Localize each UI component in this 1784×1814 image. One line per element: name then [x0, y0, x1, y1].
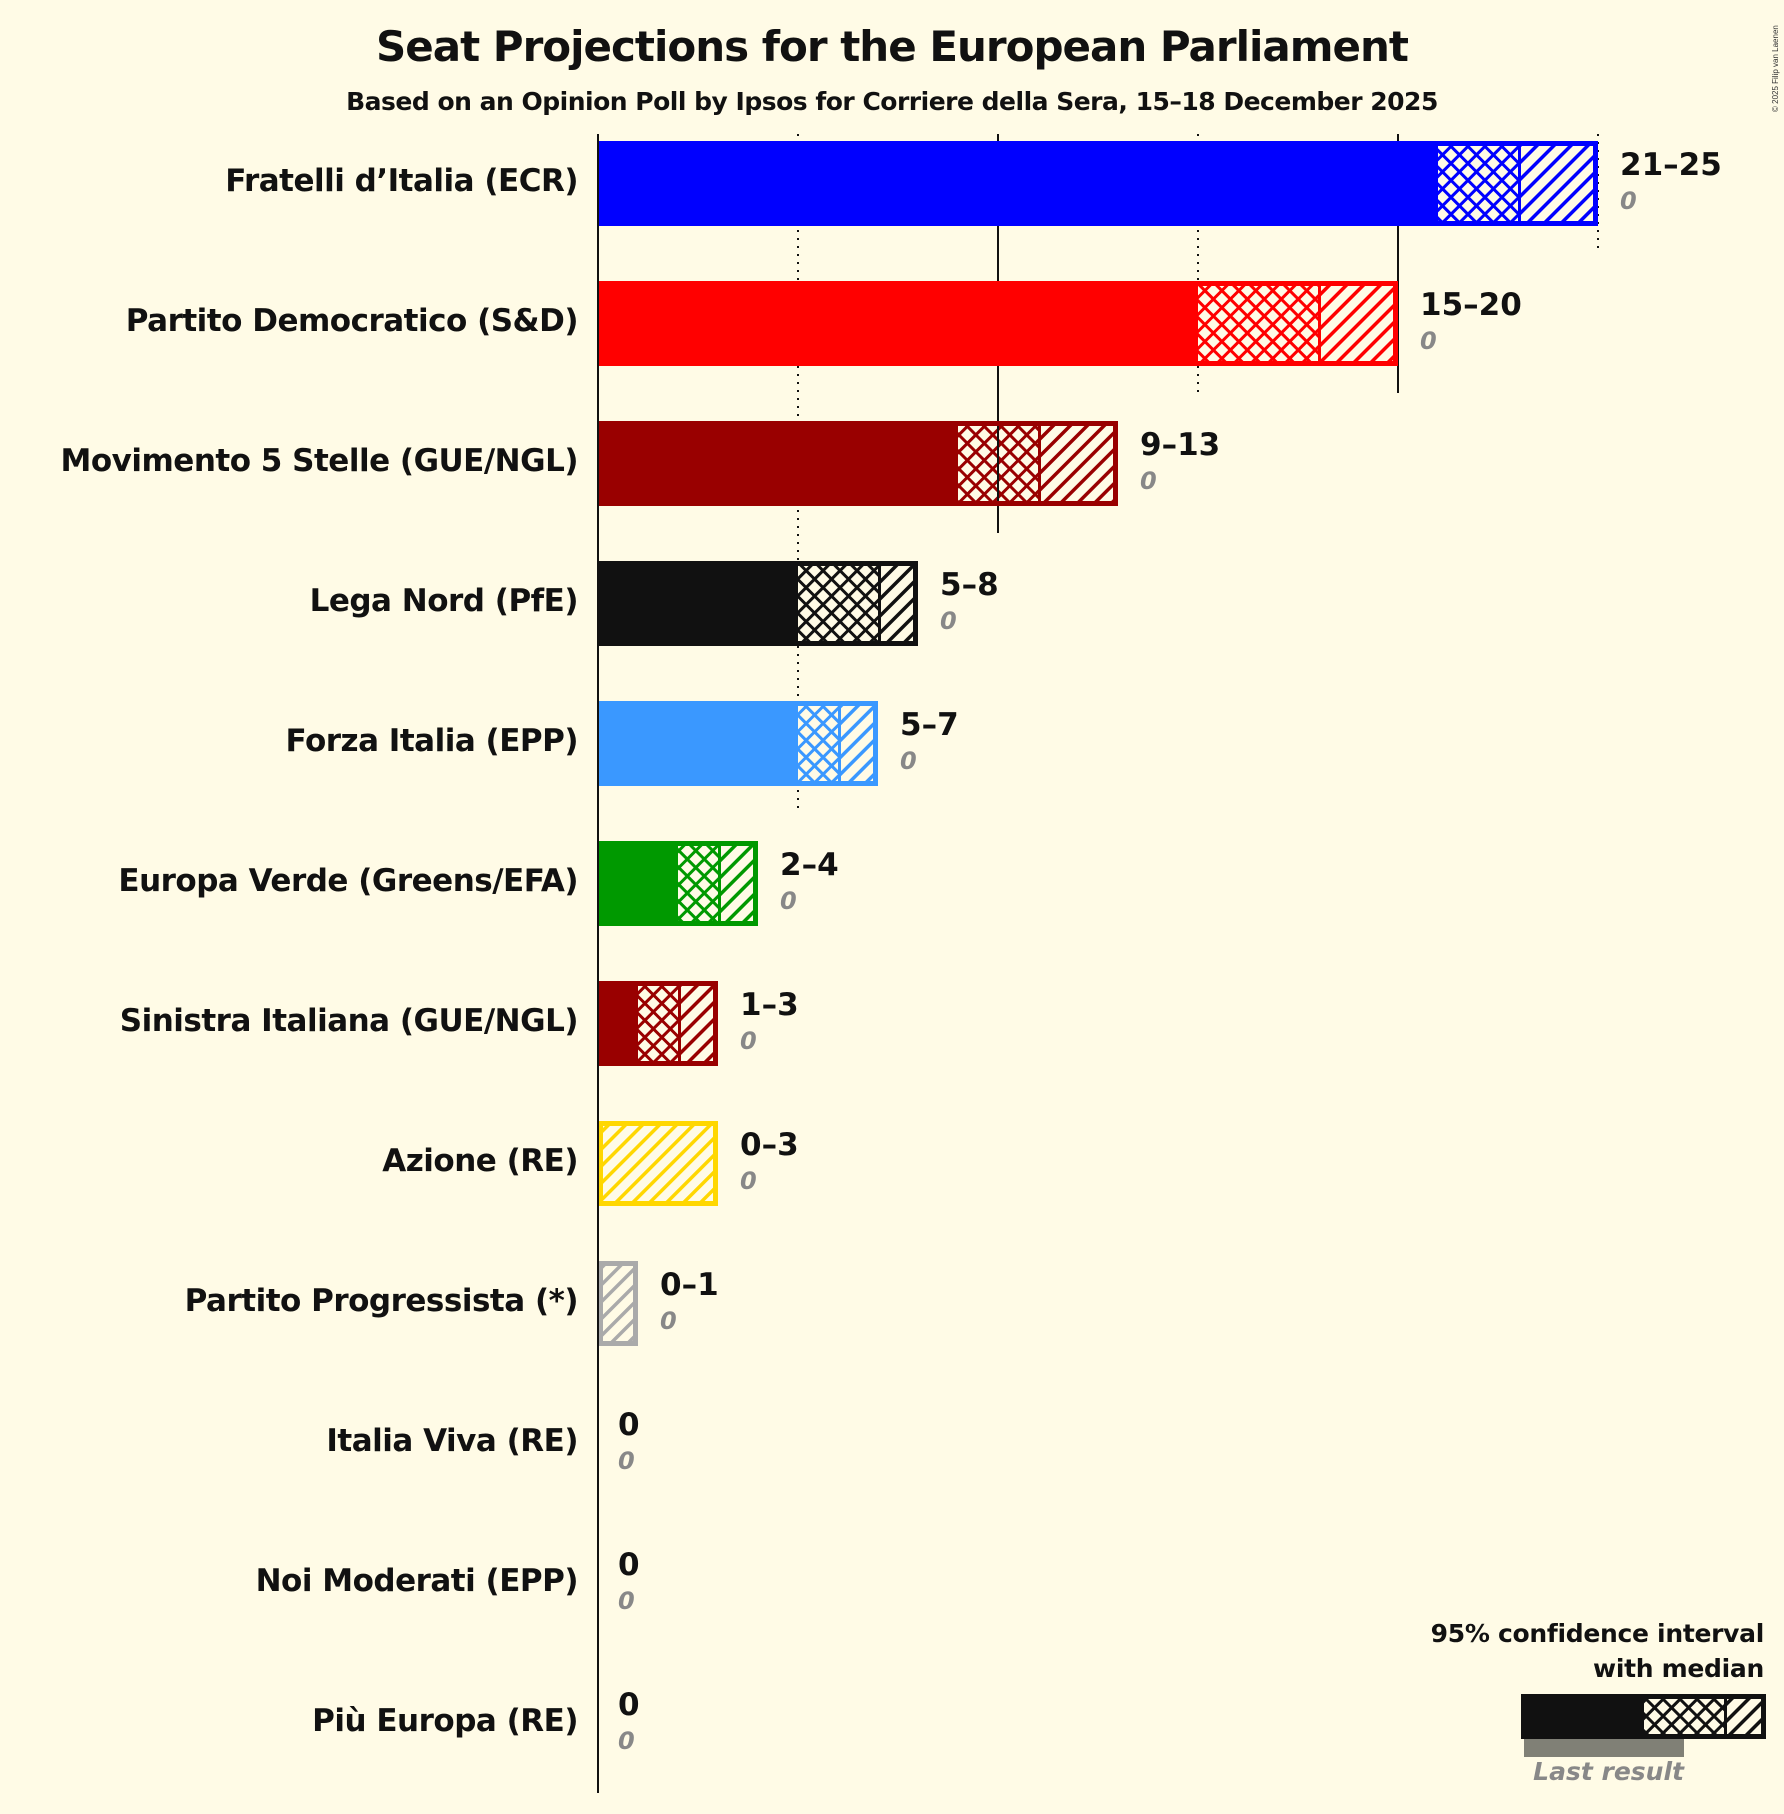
party-name-label: Più Europa (RE) — [312, 1703, 578, 1739]
seat-range-label: 15–20 — [1420, 287, 1522, 323]
party-bar — [598, 421, 1118, 506]
bars — [598, 141, 1598, 1346]
legend-line-1: 95% confidence interval — [1430, 1619, 1765, 1648]
seat-range-label: 0–3 — [740, 1127, 799, 1163]
seat-range-label: 5–7 — [900, 707, 959, 743]
party-bar — [598, 841, 758, 926]
party-name-label: Italia Viva (RE) — [326, 1423, 578, 1459]
chart-subtitle: Based on an Opinion Poll by Ipsos for Co… — [346, 87, 1438, 116]
last-result-label: 0 — [1420, 327, 1437, 355]
party-name-label: Noi Moderati (EPP) — [255, 1563, 579, 1599]
seat-range-label: 9–13 — [1140, 427, 1221, 463]
last-result-label: 0 — [780, 887, 797, 915]
legend-line-2: with median — [1593, 1654, 1764, 1683]
seat-range-label: 0 — [618, 1687, 640, 1723]
last-result-label: 0 — [740, 1027, 757, 1055]
party-name-label: Sinistra Italiana (GUE/NGL) — [119, 1003, 579, 1039]
last-result-label: 0 — [618, 1727, 635, 1755]
legend-interval-swatch — [1521, 1694, 1766, 1739]
party-bar — [598, 701, 878, 786]
last-result-label: 0 — [618, 1587, 635, 1615]
party-bar — [598, 141, 1598, 226]
seat-range-label: 5–8 — [940, 567, 999, 603]
seat-range-label: 0 — [618, 1407, 640, 1443]
party-name-label: Movimento 5 Stelle (GUE/NGL) — [60, 443, 579, 479]
seat-range-label: 2–4 — [780, 847, 839, 883]
seat-range-label: 1–3 — [740, 987, 799, 1023]
seat-range-label: 21–25 — [1620, 147, 1722, 183]
legend-graphic — [1521, 1694, 1766, 1757]
last-result-label: 0 — [618, 1447, 635, 1475]
legend-last-result-swatch — [1524, 1739, 1684, 1757]
legend-last-result: Last result — [1533, 1757, 1684, 1786]
last-result-label: 0 — [940, 607, 957, 635]
seat-range-label: 0 — [618, 1547, 640, 1583]
party-bar — [598, 281, 1398, 366]
party-bar — [598, 1121, 718, 1206]
party-bar — [598, 981, 718, 1066]
last-result-label: 0 — [1140, 467, 1157, 495]
last-result-label: 0 — [1620, 187, 1637, 215]
party-name-label: Fratelli d’Italia (ECR) — [225, 163, 578, 199]
last-result-label: 0 — [660, 1307, 677, 1335]
party-name-label: Azione (RE) — [382, 1143, 578, 1179]
party-bar — [598, 561, 918, 646]
party-name-label: Partito Democratico (S&D) — [125, 303, 579, 339]
legend-title: 95% confidence interval with median — [1430, 1616, 1765, 1686]
party-name-label: Partito Progressista (*) — [184, 1283, 579, 1319]
party-name-label: Europa Verde (Greens/EFA) — [118, 863, 578, 899]
party-name-label: Lega Nord (PfE) — [309, 583, 579, 619]
party-name-label: Forza Italia (EPP) — [285, 723, 579, 759]
party-bar — [598, 1261, 638, 1346]
chart-title: Seat Projections for the European Parlia… — [376, 22, 1409, 71]
seat-range-label: 0–1 — [660, 1267, 719, 1303]
last-result-label: 0 — [740, 1167, 757, 1195]
last-result-label: 0 — [900, 747, 917, 775]
